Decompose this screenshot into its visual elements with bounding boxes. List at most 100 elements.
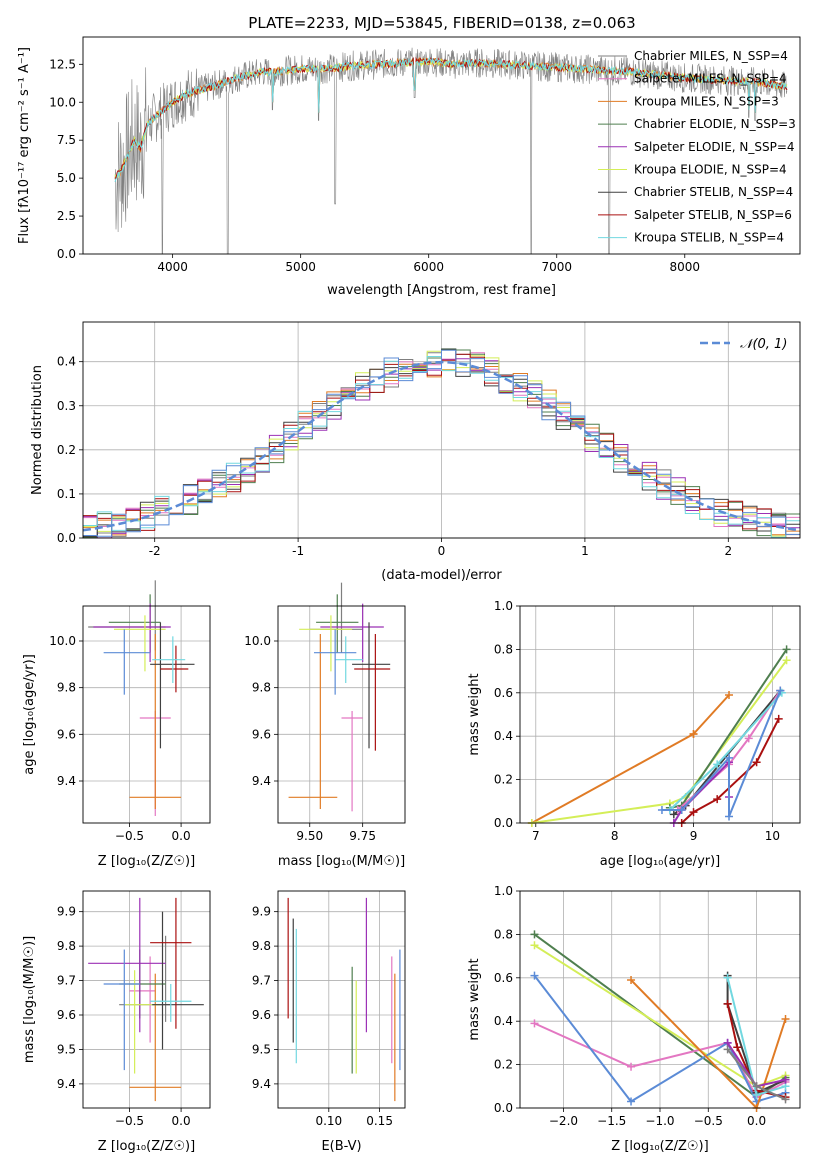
x-tick-label: -1 — [292, 544, 304, 558]
y-tick-label: 10.0 — [244, 634, 271, 648]
mass-weight-marker — [723, 973, 732, 982]
age-vs-mass-panel: 9.50 9.75 9.4 9.6 9.8 10.0 mass [log₁₀(M/M☉)] — [244, 582, 406, 869]
y-tick-label: 0.0 — [494, 1101, 513, 1115]
y-axis-label: Normed distribution — [30, 365, 45, 495]
x-axis-label: (data-model)/error — [381, 568, 502, 583]
y-tick-label: 0.8 — [494, 927, 513, 941]
legend-label: Chabrier STELIB, N_SSP=4 — [634, 185, 793, 199]
x-tick-label: −1.0 — [645, 1114, 674, 1128]
y-tick-label: 0.0 — [494, 816, 513, 830]
y-axis-label: mass weight — [467, 958, 482, 1040]
mass-weight-marker — [530, 971, 539, 980]
legend-label: Salpeter MILES, N_SSP=4 — [634, 72, 787, 86]
y-tick-label: 9.6 — [57, 1008, 76, 1022]
mass-weight-marker — [752, 758, 761, 767]
x-tick-label: 0.0 — [172, 829, 191, 843]
y-tick-label: 0.4 — [494, 729, 513, 743]
mass-weight-line — [531, 733, 694, 824]
axes-frame — [519, 605, 801, 824]
mass-weight-marker — [744, 734, 753, 743]
x-axis-label: wavelength [Angstrom, rest frame] — [327, 283, 556, 298]
observed-spectrum-line — [114, 47, 788, 255]
mass-weight-marker — [627, 1062, 636, 1071]
mass-weight-marker — [657, 805, 666, 814]
x-tick-label: 0.10 — [315, 1114, 342, 1128]
y-tick-label: 0.6 — [494, 971, 513, 985]
x-tick-label: 0 — [438, 544, 446, 558]
y-tick-label: 9.6 — [252, 727, 271, 741]
y-axis-label: mass [log₁₀(M/M☉)] — [22, 936, 37, 1063]
weight-vs-metallicity-panel: −2.0 −1.5 −1.0 −0.5 0.0 0.0 0.2 0.4 0.6 0.8 1.0 Z [… — [467, 884, 801, 1154]
mass-weight-marker — [677, 805, 686, 814]
mass-weight-line — [692, 694, 730, 735]
legend-label: Kroupa STELIB, N_SSP=4 — [634, 231, 784, 245]
spectrum-panel: 4000 5000 6000 7000 8000 0.0 2.5 5.0 7.5 10.0 12.5… — [17, 36, 801, 298]
y-tick-label: 9.4 — [57, 774, 76, 788]
x-axis-label: mass [log₁₀(M/M☉)] — [278, 854, 405, 869]
axes-frame — [82, 890, 211, 1109]
y-tick-label: 5.0 — [57, 171, 76, 185]
x-axis-label: Z [log₁₀(Z/Z☉)] — [611, 1139, 708, 1154]
x-tick-label: 5000 — [285, 260, 316, 274]
legend-label: Kroupa ELODIE, N_SSP=4 — [634, 163, 787, 177]
legend-label: Salpeter ELODIE, N_SSP=4 — [634, 140, 795, 154]
model-spectrum-line — [114, 56, 788, 179]
x-tick-label: −0.5 — [115, 1114, 144, 1128]
residual-histogram — [83, 349, 800, 537]
mass-weight-marker — [689, 808, 698, 817]
y-tick-label: 0.1 — [57, 487, 76, 501]
mass-weight-marker — [669, 810, 678, 819]
axes-frame — [519, 890, 801, 1109]
y-tick-label: 9.7 — [252, 974, 271, 988]
mass-weight-marker — [774, 714, 783, 723]
y-axis-label: Flux [fλ10⁻¹⁷ erg cm⁻² s⁻¹ A⁻¹] — [17, 47, 32, 244]
y-tick-label: 9.5 — [57, 1042, 76, 1056]
mass-weight-marker — [713, 795, 722, 804]
legend-label: Kroupa MILES, N_SSP=3 — [634, 94, 779, 108]
mass-weight-marker — [725, 812, 734, 821]
y-tick-label: 9.7 — [57, 974, 76, 988]
x-tick-label: 1 — [581, 544, 589, 558]
y-tick-label: 0.2 — [494, 773, 513, 787]
y-tick-label: 9.8 — [252, 681, 271, 695]
mass-weight-marker — [725, 690, 734, 699]
x-tick-label: 8 — [611, 829, 619, 843]
y-tick-label: 9.5 — [252, 1042, 271, 1056]
y-tick-label: 9.6 — [252, 1008, 271, 1022]
mass-vs-metallicity-panel: −0.5 0.0 9.4 9.5 9.6 9.7 9.8 9.9 Z [log₁₀(Z/Z☉)]… — [22, 890, 211, 1154]
legend-label: Chabrier MILES, N_SSP=4 — [634, 49, 788, 63]
x-tick-label: 4000 — [157, 260, 188, 274]
x-tick-label: 9 — [690, 829, 698, 843]
figure-title: PLATE=2233, MJD=53845, FIBERID=0138, z=0… — [248, 14, 635, 32]
legend-label: 𝒩(0, 1) — [740, 337, 787, 352]
y-tick-label: 0.3 — [57, 399, 76, 413]
x-tick-label: -2 — [149, 544, 161, 558]
mass-weight-line — [726, 1003, 786, 1099]
mass-weight-marker — [627, 975, 636, 984]
y-tick-label: 10.0 — [49, 634, 76, 648]
y-tick-label: 0.0 — [57, 247, 76, 261]
x-tick-label: 10 — [765, 829, 780, 843]
y-tick-label: 9.6 — [57, 727, 76, 741]
x-tick-label: 6000 — [413, 260, 444, 274]
x-tick-label: 9.75 — [349, 829, 376, 843]
y-tick-label: 9.8 — [57, 939, 76, 953]
mass-weight-marker — [782, 656, 791, 665]
y-axis-label: age [log₁₀(age/yr)] — [22, 654, 37, 775]
mass-weight-marker — [530, 1019, 539, 1028]
weight-vs-age-panel: 7 8 9 10 0.0 0.2 0.4 0.6 0.8 1.0 age [log₁₀(age/yr… — [467, 599, 801, 869]
y-tick-label: 0.0 — [57, 531, 76, 545]
x-tick-label: 2 — [724, 544, 732, 558]
axes-frame — [82, 321, 801, 539]
mass-weight-marker — [530, 941, 539, 950]
normal-distribution-curve — [82, 360, 801, 532]
x-axis-label: E(B-V) — [321, 1139, 361, 1154]
y-axis-label: mass weight — [467, 673, 482, 755]
axes-frame — [82, 36, 801, 255]
x-tick-label: −0.5 — [115, 829, 144, 843]
x-axis-label: Z [log₁₀(Z/Z☉)] — [98, 1139, 195, 1154]
y-tick-label: 0.6 — [494, 686, 513, 700]
y-tick-label: 9.8 — [57, 681, 76, 695]
x-tick-label: 8000 — [669, 260, 700, 274]
